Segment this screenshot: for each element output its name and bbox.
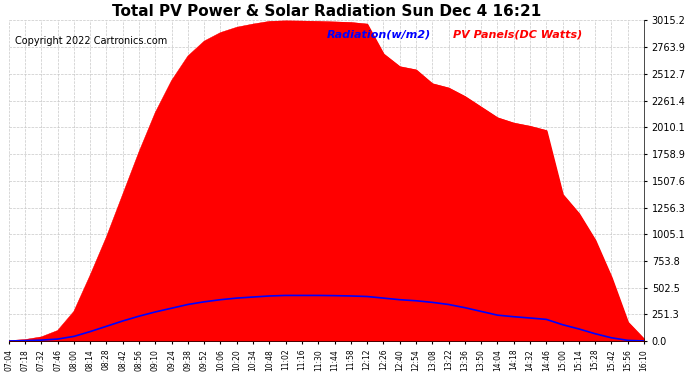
Title: Total PV Power & Solar Radiation Sun Dec 4 16:21: Total PV Power & Solar Radiation Sun Dec… [112,4,541,19]
Text: Radiation(w/m2): Radiation(w/m2) [326,30,431,40]
Text: Copyright 2022 Cartronics.com: Copyright 2022 Cartronics.com [15,36,167,46]
Text: PV Panels(DC Watts): PV Panels(DC Watts) [453,30,582,40]
